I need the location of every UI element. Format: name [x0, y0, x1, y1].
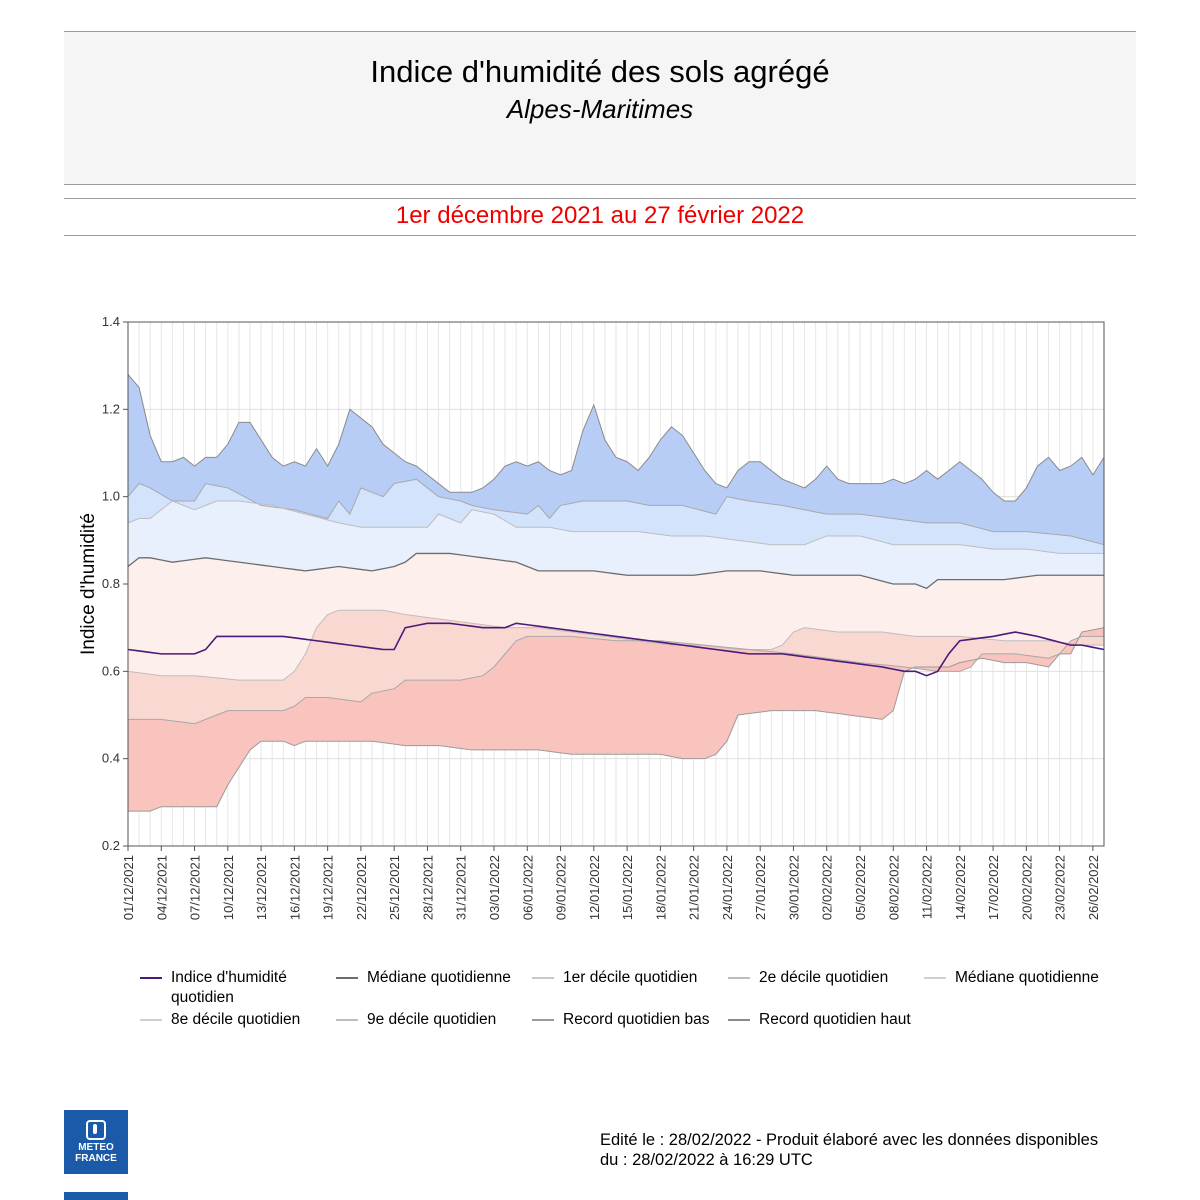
logo-icon: [86, 1120, 106, 1140]
y-axis-title: Indice d'humidité: [78, 513, 99, 655]
x-tick-label: 12/01/2022: [587, 855, 602, 920]
meteo-france-logo: METEO FRANCE: [64, 1110, 128, 1174]
x-tick-label: 30/01/2022: [786, 855, 801, 920]
legend-line-icon: [532, 977, 554, 979]
legend-label: Médiane quotidienne: [955, 969, 1099, 986]
x-tick-label: 01/12/2021: [121, 855, 136, 920]
x-tick-label: 24/01/2022: [720, 855, 735, 920]
x-tick-label: 17/02/2022: [986, 855, 1001, 920]
x-tick-label: 26/02/2022: [1086, 855, 1101, 920]
decile-2-line: [127, 609, 1104, 681]
period-label: 1er décembre 2021 au 27 février 2022: [64, 198, 1136, 236]
x-tick-label: 16/12/2021: [287, 855, 302, 920]
band-mediane-2e-decile: [128, 553, 1104, 681]
x-tick-label: 03/01/2022: [487, 855, 502, 920]
x-tick-label: 11/02/2022: [920, 855, 935, 919]
y-tick-label: 1.4: [102, 314, 120, 329]
x-tick-label: 08/02/2022: [886, 855, 901, 920]
decile-1-line: [128, 635, 1104, 725]
x-tick-label: 07/12/2021: [188, 855, 203, 920]
legend-label: Record quotidien haut: [759, 1011, 911, 1028]
x-tick-label: 15/01/2022: [620, 855, 635, 920]
legend-label: 1er décile quotidien: [563, 969, 698, 986]
x-tick-label: 28/12/2021: [420, 855, 435, 920]
legend-line-icon: [336, 1019, 358, 1021]
x-tick-label: 22/12/2021: [354, 855, 369, 920]
band-8e-decile-mediane: [128, 501, 1104, 589]
legend-label: Médiane quotidienne: [367, 969, 511, 986]
legend-line-icon: [924, 977, 946, 979]
secondary-logo: [64, 1192, 128, 1200]
chart-title: Indice d'humidité des sols agrégé: [370, 54, 830, 89]
decile-8-line: [127, 500, 1104, 554]
legend-label: 2e décile quotidien: [759, 969, 889, 986]
chart-subtitle: Alpes-Maritimes: [506, 94, 694, 124]
median-line: [127, 552, 1104, 590]
decile-9-line: [127, 478, 1105, 546]
x-tick-label: 02/02/2022: [820, 855, 835, 920]
legend-line-icon: [336, 977, 358, 979]
x-tick-label: 19/12/2021: [321, 855, 336, 920]
legend-label: 8e décile quotidien: [171, 1011, 301, 1028]
x-tick-label: 14/02/2022: [953, 855, 968, 920]
title-box: Indice d'humidité des sols agrégé Alpes-…: [64, 31, 1136, 185]
band-2e-1er-decile: [128, 610, 1104, 724]
x-tick-label: 10/12/2021: [221, 855, 236, 920]
band-record-haut-9e-decile: [128, 374, 1104, 545]
x-tick-label: 09/01/2022: [554, 855, 569, 920]
edition-note: Edité le : 28/02/2022 - Produit élaboré …: [600, 1131, 1099, 1169]
x-tick-label: 27/01/2022: [753, 855, 768, 920]
logo-text-2: FRANCE: [75, 1153, 117, 1164]
x-tick-label: 31/12/2021: [454, 855, 469, 920]
logo-text-1: METEO: [78, 1142, 114, 1153]
legend-label: Record quotidien bas: [563, 1011, 710, 1028]
y-tick-label: 0.6: [102, 663, 120, 678]
record-haut-line: [127, 374, 1105, 502]
y-tick-label: 1.0: [102, 489, 120, 504]
x-tick-label: 04/12/2021: [154, 855, 169, 920]
legend-line-icon: [140, 1019, 162, 1021]
soil-moisture-chart: 0.2 0.4 0.6 0.8 1.0 1.2 1.4 Indice d'humidité 01…: [78, 314, 1105, 920]
band-1er-decile-record-bas: [128, 627, 1104, 812]
y-tick-label: 0.4: [102, 751, 120, 766]
legend-line-icon: [728, 1019, 750, 1021]
x-tick-label: 21/01/2022: [687, 855, 702, 920]
x-tick-label: 06/01/2022: [520, 855, 535, 920]
legend-line-icon: [140, 977, 162, 979]
x-tick-label: 18/01/2022: [653, 855, 668, 920]
legend-label: 9e décile quotidien: [367, 1011, 497, 1028]
y-tick-label: 0.8: [102, 576, 120, 591]
x-tick-label: 20/02/2022: [1019, 855, 1034, 920]
x-tick-label: 13/12/2021: [254, 855, 269, 920]
legend-label: Indice d'humidité quotidien: [171, 969, 287, 1006]
indice-humidite-line: [127, 622, 1105, 677]
x-tick-label: 23/02/2022: [1053, 855, 1068, 920]
band-9e-8e-decile: [128, 479, 1104, 554]
legend-line-icon: [728, 977, 750, 979]
y-tick-label: 0.2: [102, 838, 120, 853]
legend-line-icon: [532, 1019, 554, 1021]
x-tick-label: 25/12/2021: [387, 855, 402, 920]
x-tick-label: 05/02/2022: [853, 855, 868, 920]
y-tick-label: 1.2: [102, 401, 120, 416]
